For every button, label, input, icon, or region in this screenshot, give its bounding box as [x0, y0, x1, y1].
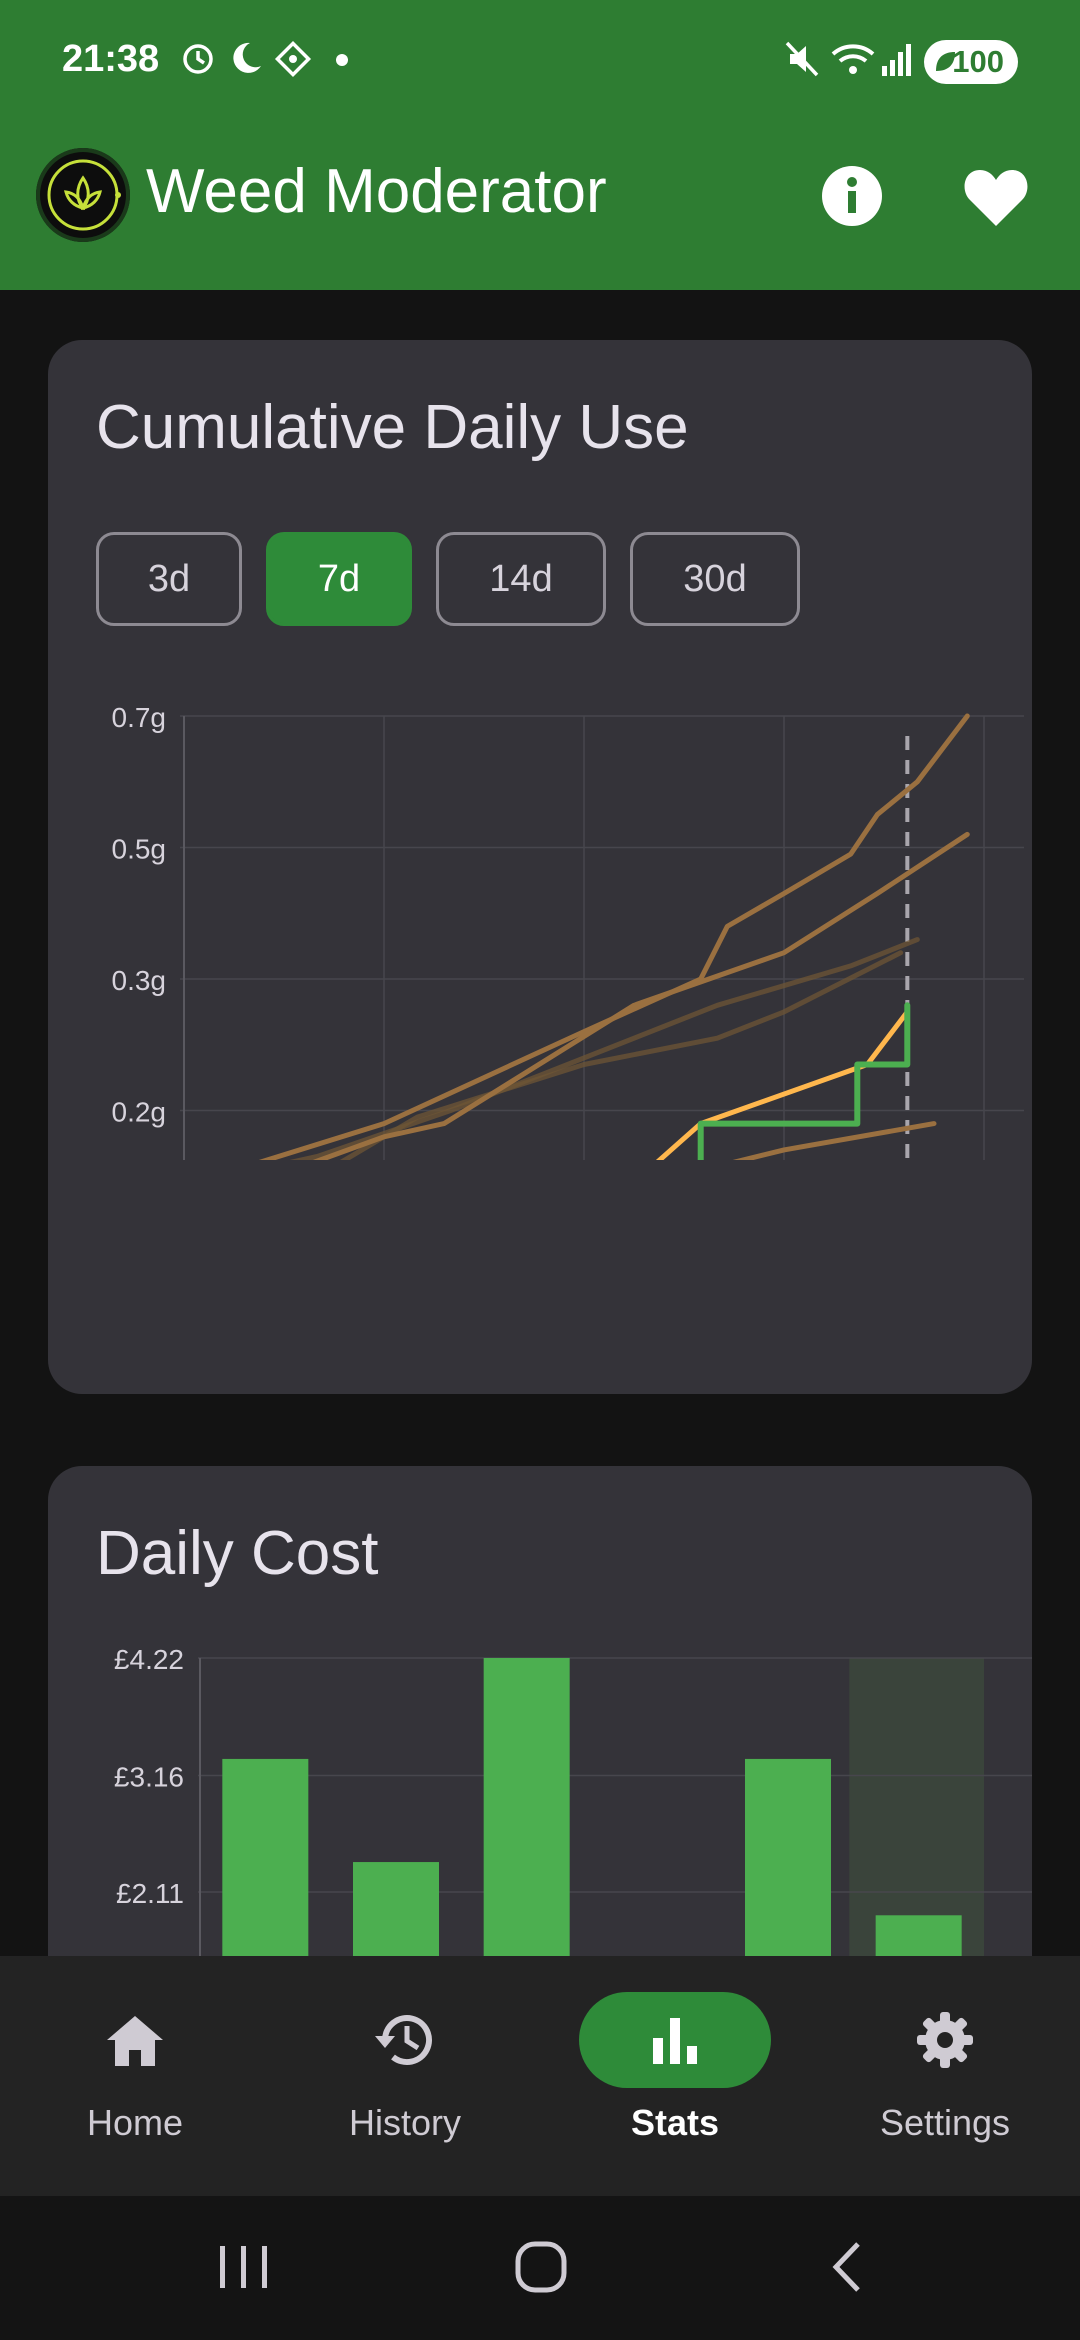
y-tick-label: 0.7g [112, 702, 167, 733]
y-tick-label: 0.2g [112, 1097, 167, 1128]
home-icon [107, 2016, 163, 2066]
stats-icon [653, 2018, 697, 2064]
moon-icon [233, 42, 261, 73]
cumulative-use-title: Cumulative Daily Use [96, 393, 689, 462]
nav-label-settings: Settings [879, 2102, 1011, 2143]
cumulative-use-chart: 0.0g0.2g0.3g0.5g0.7g06121824 [112, 702, 1024, 1160]
back-icon[interactable] [826, 2240, 870, 2294]
vpn-icon [274, 40, 312, 78]
range-chip-label: 14d [489, 557, 553, 600]
series-line-6 [697, 1002, 911, 1160]
mute-icon [785, 41, 819, 77]
series-line-3 [312, 831, 970, 1160]
nav-label-history: History [348, 2102, 461, 2143]
battery-leaf-icon [936, 52, 955, 71]
history-icon [375, 2015, 432, 2066]
range-chip-30d[interactable]: 30d [630, 532, 800, 626]
daily-cost-card: Daily Cost £4.22 £3.16 £2.11 [48, 1466, 1032, 2026]
y-tick-label: £4.22 [114, 1646, 184, 1675]
nav-settings[interactable]: Settings [810, 1956, 1080, 2196]
app-title: Weed Moderator [146, 157, 607, 226]
settings-icon [917, 2012, 973, 2068]
nav-stats[interactable]: Stats [540, 1956, 810, 2196]
y-tick-label: 0.3g [112, 965, 167, 996]
range-chip-label: 30d [683, 557, 747, 600]
y-tick-label: 0.5g [112, 834, 167, 865]
battery-level: 100 [952, 44, 1004, 79]
status-time: 21:38 [62, 38, 160, 80]
app-logo [36, 148, 130, 242]
leaf-logo-icon [47, 159, 121, 231]
wifi-icon [831, 44, 875, 74]
heart-icon[interactable] [962, 166, 1030, 228]
y-tick-label: £2.11 [116, 1878, 184, 1909]
range-chip-7d[interactable]: 7d [266, 532, 412, 626]
daily-cost-chart: £4.22 £3.16 £2.11 [114, 1646, 1032, 2026]
bottom-nav: Home History Stats [0, 1956, 1080, 2196]
signal-icon [882, 44, 911, 76]
alarm-icon [183, 44, 213, 74]
home-circle-icon[interactable] [514, 2240, 568, 2294]
y-tick-label: £3.16 [114, 1762, 184, 1793]
range-chip-label: 7d [317, 557, 361, 600]
system-nav-bar [0, 2196, 1080, 2340]
daily-cost-title: Daily Cost [96, 1519, 379, 1588]
range-chip-3d[interactable]: 3d [96, 532, 242, 626]
series-line-5 [655, 1009, 910, 1160]
range-chip-label: 3d [147, 557, 191, 600]
nav-home[interactable]: Home [0, 1956, 270, 2196]
battery-icon: 100 [924, 40, 1018, 84]
series-line-4 [732, 1121, 937, 1160]
recents-icon[interactable] [214, 2242, 274, 2292]
series-line-1 [339, 950, 904, 1160]
cumulative-use-card: Cumulative Daily Use 3d 7d 14d 30d 0.0g0… [48, 340, 1032, 1394]
app-bar: Weed Moderator [0, 128, 1080, 290]
status-bar: 21:38 100 [0, 0, 1080, 128]
series-line-0 [289, 937, 920, 1160]
range-chip-14d[interactable]: 14d [436, 532, 606, 626]
nav-label-home: Home [86, 2102, 184, 2143]
nav-label-stats: Stats [630, 2102, 720, 2143]
series-line-2 [258, 713, 970, 1160]
info-icon[interactable] [820, 164, 884, 228]
nav-history[interactable]: History [270, 1956, 540, 2196]
dot-icon [336, 54, 348, 66]
